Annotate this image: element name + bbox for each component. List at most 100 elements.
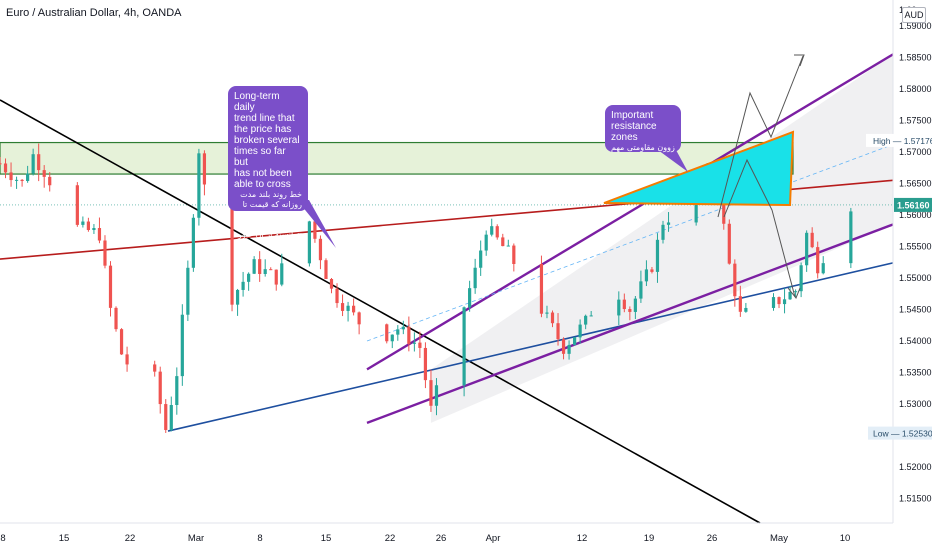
bullish-projection-path <box>717 55 804 218</box>
channel-upper-line <box>366 53 894 371</box>
callout-pointer <box>297 200 336 248</box>
candle-body <box>788 291 792 300</box>
candle-body <box>175 376 179 405</box>
price-axis-tick: 1.52000 <box>899 462 932 472</box>
candle-body <box>782 299 787 305</box>
candle-body <box>26 173 30 182</box>
candle-body <box>771 297 776 308</box>
candle-body <box>202 153 207 185</box>
candle-body <box>108 265 113 308</box>
candle-body <box>512 245 516 264</box>
candle-body <box>169 404 173 430</box>
candle-body <box>164 404 168 430</box>
price-axis-tick: 1.56500 <box>899 179 932 189</box>
candle-body <box>153 364 157 372</box>
candle-body <box>462 307 466 386</box>
candle-body <box>14 179 19 181</box>
candle-body <box>799 265 803 292</box>
candle-body <box>639 281 643 299</box>
candle-body <box>92 228 96 231</box>
candle-body <box>506 245 510 247</box>
candle-body <box>385 324 389 342</box>
candle-body <box>550 312 555 324</box>
callout-farsi-line: خط روند بلند مدت <box>240 190 302 199</box>
candle-body <box>263 269 267 274</box>
candle-body <box>556 323 560 340</box>
candle-body <box>114 307 118 330</box>
candle-body <box>252 259 256 274</box>
candle-body <box>191 217 195 268</box>
time-axis-tick: Apr <box>486 533 501 544</box>
candle-body <box>849 211 853 264</box>
callout-farsi-line: چند بار شکسته ولی <box>236 220 302 229</box>
callout-line: has not been <box>234 168 292 179</box>
symbol-title: Euro / Australian Dollar, 4h, OANDA <box>6 7 182 19</box>
candle-body <box>495 226 499 238</box>
candle-body <box>335 288 339 304</box>
candle-body <box>733 263 737 297</box>
candle-body <box>821 263 825 274</box>
candle-body <box>407 326 411 344</box>
candle-body <box>197 153 201 218</box>
time-axis-tick: Mar <box>188 533 204 544</box>
candle-body <box>340 303 345 311</box>
candle-body <box>180 314 184 377</box>
candle-body <box>666 222 671 225</box>
resistance-triangle <box>603 130 795 207</box>
candle-body <box>561 339 566 354</box>
candle-body <box>744 307 748 312</box>
candle-body <box>633 298 637 312</box>
time-axis-tick: 19 <box>644 533 655 544</box>
time-axis-tick: 26 <box>436 533 447 544</box>
callout-farsi-line: نتوانسته از آن عبور کند <box>237 230 302 249</box>
arrow-head-icon <box>794 54 805 67</box>
candle-body <box>434 385 439 406</box>
time-axis-tick: May <box>770 533 788 544</box>
currency-button[interactable]: AUD <box>902 7 926 23</box>
candle-body <box>810 232 814 248</box>
candle-body <box>37 154 41 171</box>
price-axis-tick: 1.51500 <box>899 494 932 504</box>
time-axis-tick: 8 <box>0 533 5 544</box>
candle-body <box>573 337 577 345</box>
candle-body <box>567 344 571 354</box>
candle-body <box>484 234 488 251</box>
candle-body <box>479 250 483 268</box>
candle-body <box>247 273 251 282</box>
price-axis-tick: 1.58500 <box>899 53 932 63</box>
candle-body <box>694 191 698 223</box>
callout-line: resistance zones <box>611 121 657 143</box>
candle-body <box>661 224 665 240</box>
price-axis-tick: 1.58000 <box>899 84 932 94</box>
price-axis-tick: 1.53500 <box>899 368 932 378</box>
candle-body <box>258 259 262 274</box>
callout-line: Important <box>611 110 654 121</box>
candle-body <box>622 299 626 310</box>
downtrend-line <box>0 99 761 524</box>
candle-body <box>9 172 13 181</box>
candle-body <box>313 221 317 239</box>
last-price-tag <box>894 197 932 212</box>
price-axis-tick: 1.55000 <box>899 273 932 283</box>
price-axis[interactable] <box>893 0 932 550</box>
low-marker-label: Low — 1.52530 <box>873 429 932 439</box>
candle-body <box>727 223 731 264</box>
candle-body <box>119 329 124 355</box>
time-axis-tick: 15 <box>321 533 332 544</box>
candle-body <box>86 221 90 231</box>
candle-body <box>307 221 311 264</box>
candle-body <box>490 226 494 235</box>
callout-line: broken several <box>234 135 300 146</box>
candle-body <box>357 312 361 325</box>
candle-body <box>97 228 102 241</box>
time-axis-tick: 10 <box>840 533 851 544</box>
candle-body <box>352 305 356 313</box>
candle-body <box>81 221 85 225</box>
callout-line: Long-term daily <box>234 91 280 113</box>
candle-body <box>324 260 328 279</box>
channel-mid-line <box>366 144 894 342</box>
candle-body <box>75 185 79 225</box>
candle-body <box>794 291 798 293</box>
candle-body <box>628 309 632 312</box>
